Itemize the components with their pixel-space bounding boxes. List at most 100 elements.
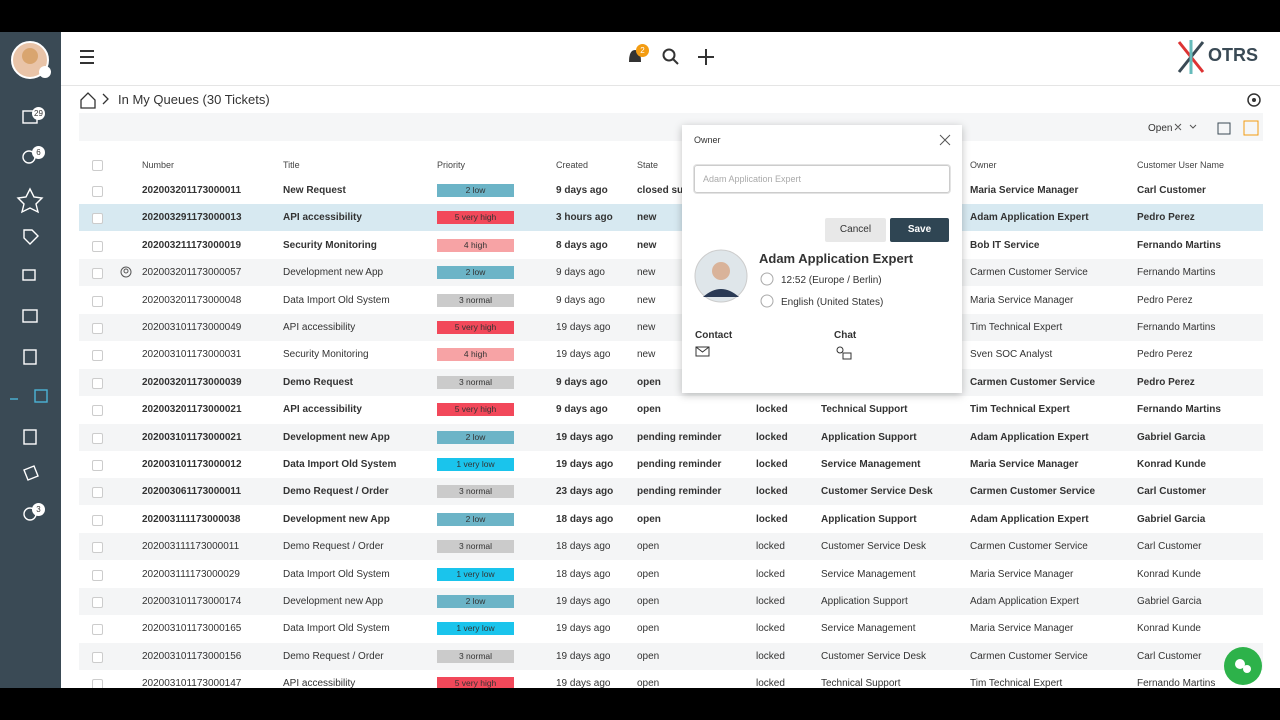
row-checkbox[interactable] — [92, 240, 103, 252]
cell-created: 9 days ago — [556, 404, 608, 416]
row-checkbox[interactable] — [92, 186, 103, 197]
column-header[interactable]: Priority — [437, 160, 466, 170]
column-header[interactable]: Owner — [970, 160, 997, 170]
column-header[interactable]: Number — [142, 160, 175, 170]
cell-customer: Pedro Perez — [1137, 294, 1193, 306]
ticket-row[interactable]: 202003101173000174 Development new App 19 … — [79, 588, 1263, 615]
row-checkbox[interactable] — [92, 460, 103, 471]
row-checkbox[interactable] — [92, 350, 103, 362]
priority-badge: 3 normal — [437, 649, 514, 663]
cell-owner: Maria Service Manager — [970, 623, 1074, 635]
cell-title: Data Import Old System — [283, 294, 390, 306]
cell-lock: locked — [756, 431, 788, 443]
cell-title: Development new App — [283, 596, 384, 607]
ticket-row[interactable]: 202003291173000013 API accessibility 3 hou… — [79, 204, 1263, 232]
row-checkbox[interactable] — [92, 213, 103, 225]
cell-state: open — [637, 596, 660, 607]
row-checkbox[interactable] — [92, 514, 103, 526]
cell-customer: Fernando Martins — [1137, 678, 1216, 688]
save-button[interactable]: Save — [890, 218, 949, 242]
priority-badge: 5 very high — [437, 403, 514, 417]
cell-owner: Tim Technical Expert — [970, 678, 1063, 688]
priority-badge: 3 normal — [437, 375, 514, 389]
cell-queue: Service Management — [821, 459, 921, 470]
column-header[interactable]: State — [637, 160, 659, 170]
select-all[interactable] — [92, 160, 103, 171]
row-checkbox[interactable] — [92, 377, 103, 389]
cancel-button[interactable]: Cancel — [825, 218, 886, 242]
ticket-row[interactable]: 202003101173000049 API accessibility 19 da… — [79, 314, 1263, 341]
row-checkbox[interactable] — [92, 542, 103, 554]
cell-created: 19 days ago — [556, 678, 611, 688]
cell-created: 18 days ago — [556, 541, 611, 553]
ticket-row[interactable]: 202003111173000029 Data Import Old System… — [79, 560, 1263, 588]
ticket-row[interactable]: 202003201173000039 Demo Request 9 days ago… — [79, 368, 1263, 396]
cell-queue: Application Support — [821, 431, 917, 443]
column-header[interactable]: Created — [556, 160, 589, 170]
ticket-row[interactable]: 202003201173000021 API accessibility 9 day… — [79, 396, 1263, 424]
close-button[interactable] — [939, 134, 951, 146]
cell-queue: Application Support — [821, 596, 908, 607]
cell-created: 18 days ago — [556, 513, 614, 525]
toolbar-icons — [1174, 120, 1259, 136]
cell-customer: Gabriel Garcia — [1137, 513, 1206, 525]
row-checkbox[interactable] — [92, 569, 103, 581]
row-checkbox[interactable] — [92, 624, 103, 636]
chat-button[interactable] — [1224, 647, 1262, 685]
priority-badge: 5 very high — [437, 677, 514, 688]
ticket-row[interactable]: 202003111173000011 Demo Request / Order 18… — [79, 533, 1263, 561]
cell-created: 19 days ago — [556, 349, 611, 361]
mail-icon[interactable] — [695, 346, 711, 358]
row-checkbox[interactable] — [92, 679, 103, 688]
cell-number: 202003111173000038 — [142, 513, 241, 525]
cell-owner: Maria Service Manager — [970, 294, 1074, 306]
row-checkbox[interactable] — [92, 323, 103, 334]
cell-queue: Customer Service Desk — [821, 650, 927, 662]
row-checkbox[interactable] — [92, 487, 103, 499]
ticket-row[interactable]: 202003201173000011 New Request 9 days ago c… — [79, 177, 1263, 204]
settings-icon[interactable] — [1244, 90, 1264, 110]
cell-title: Data Import Old System — [283, 568, 390, 580]
home-icon[interactable] — [78, 90, 118, 110]
ticket-row[interactable]: 202003101173000031 Security Monitoring 19 … — [79, 341, 1263, 369]
ticket-row[interactable]: 202003101173000165 Data Import Old System… — [79, 615, 1263, 643]
cell-state: pending reminder — [637, 486, 722, 498]
cell-state: closed successful — [637, 185, 724, 196]
cell-number: 202003061173000011 — [142, 486, 242, 498]
cell-lock: locked — [756, 541, 785, 553]
row-checkbox[interactable] — [92, 651, 103, 663]
row-checkbox[interactable] — [92, 432, 103, 444]
chat-icon[interactable] — [834, 345, 852, 361]
cell-title: Development new App — [283, 513, 390, 525]
cell-owner: Adam Application Expert — [970, 596, 1079, 607]
cell-state: new — [637, 212, 657, 224]
ticket-row[interactable]: 202003201173000057 Development new App 9 d… — [79, 259, 1263, 287]
ticket-row[interactable]: 202003101173000021 Development new App 19 … — [79, 423, 1263, 451]
cell-created: 19 days ago — [556, 650, 611, 662]
owner-input[interactable]: Adam Application Expert — [694, 165, 950, 193]
row-checkbox[interactable] — [92, 597, 103, 608]
ticket-row[interactable]: 202003101173000156 Demo Request / Order 19… — [79, 642, 1263, 670]
cell-lock: locked — [756, 404, 788, 416]
ticket-row[interactable]: 202003061173000011 Demo Request / Order 23… — [79, 478, 1263, 506]
row-checkbox[interactable] — [92, 295, 103, 307]
cell-owner: Carmen Customer Service — [970, 650, 1088, 662]
breadcrumb: In My Queues (30 Tickets) — [118, 92, 270, 107]
ticket-row[interactable]: 202003111173000038 Development new App 18 … — [79, 505, 1263, 533]
row-checkbox[interactable] — [92, 268, 103, 280]
ticket-row[interactable]: 202003101173000012 Data Import Old System… — [79, 451, 1263, 478]
owner-time: 12:52 (Europe / Berlin) — [781, 275, 882, 286]
cell-created: 18 days ago — [556, 568, 611, 580]
row-checkbox[interactable] — [92, 405, 103, 417]
column-header[interactable]: Customer User Name — [1137, 160, 1225, 170]
cell-customer: Fernando Martins — [1137, 239, 1221, 251]
ticket-row[interactable]: 202003101173000147 API accessibility 19 da… — [79, 670, 1263, 688]
cell-number: 202003101173000049 — [142, 322, 242, 333]
owner-popup: Owner Adam Application Expert Cancel Sav… — [682, 125, 962, 393]
column-header[interactable]: Title — [283, 160, 300, 170]
ticket-row[interactable]: 202003201173000048 Data Import Old System… — [79, 286, 1263, 314]
filter[interactable]: Open — [1148, 123, 1173, 134]
ticket-row[interactable]: 202003211173000019 Security Monitoring 8 d… — [79, 231, 1263, 259]
cell-state: new — [637, 294, 656, 306]
